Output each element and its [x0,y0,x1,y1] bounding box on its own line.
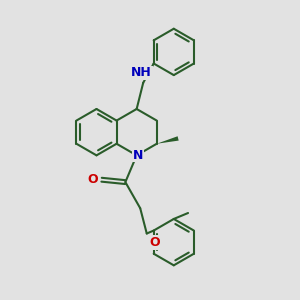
Text: O: O [149,236,160,249]
Text: O: O [87,173,98,186]
Text: NH: NH [131,66,152,79]
Text: N: N [133,149,143,162]
Polygon shape [157,136,179,144]
